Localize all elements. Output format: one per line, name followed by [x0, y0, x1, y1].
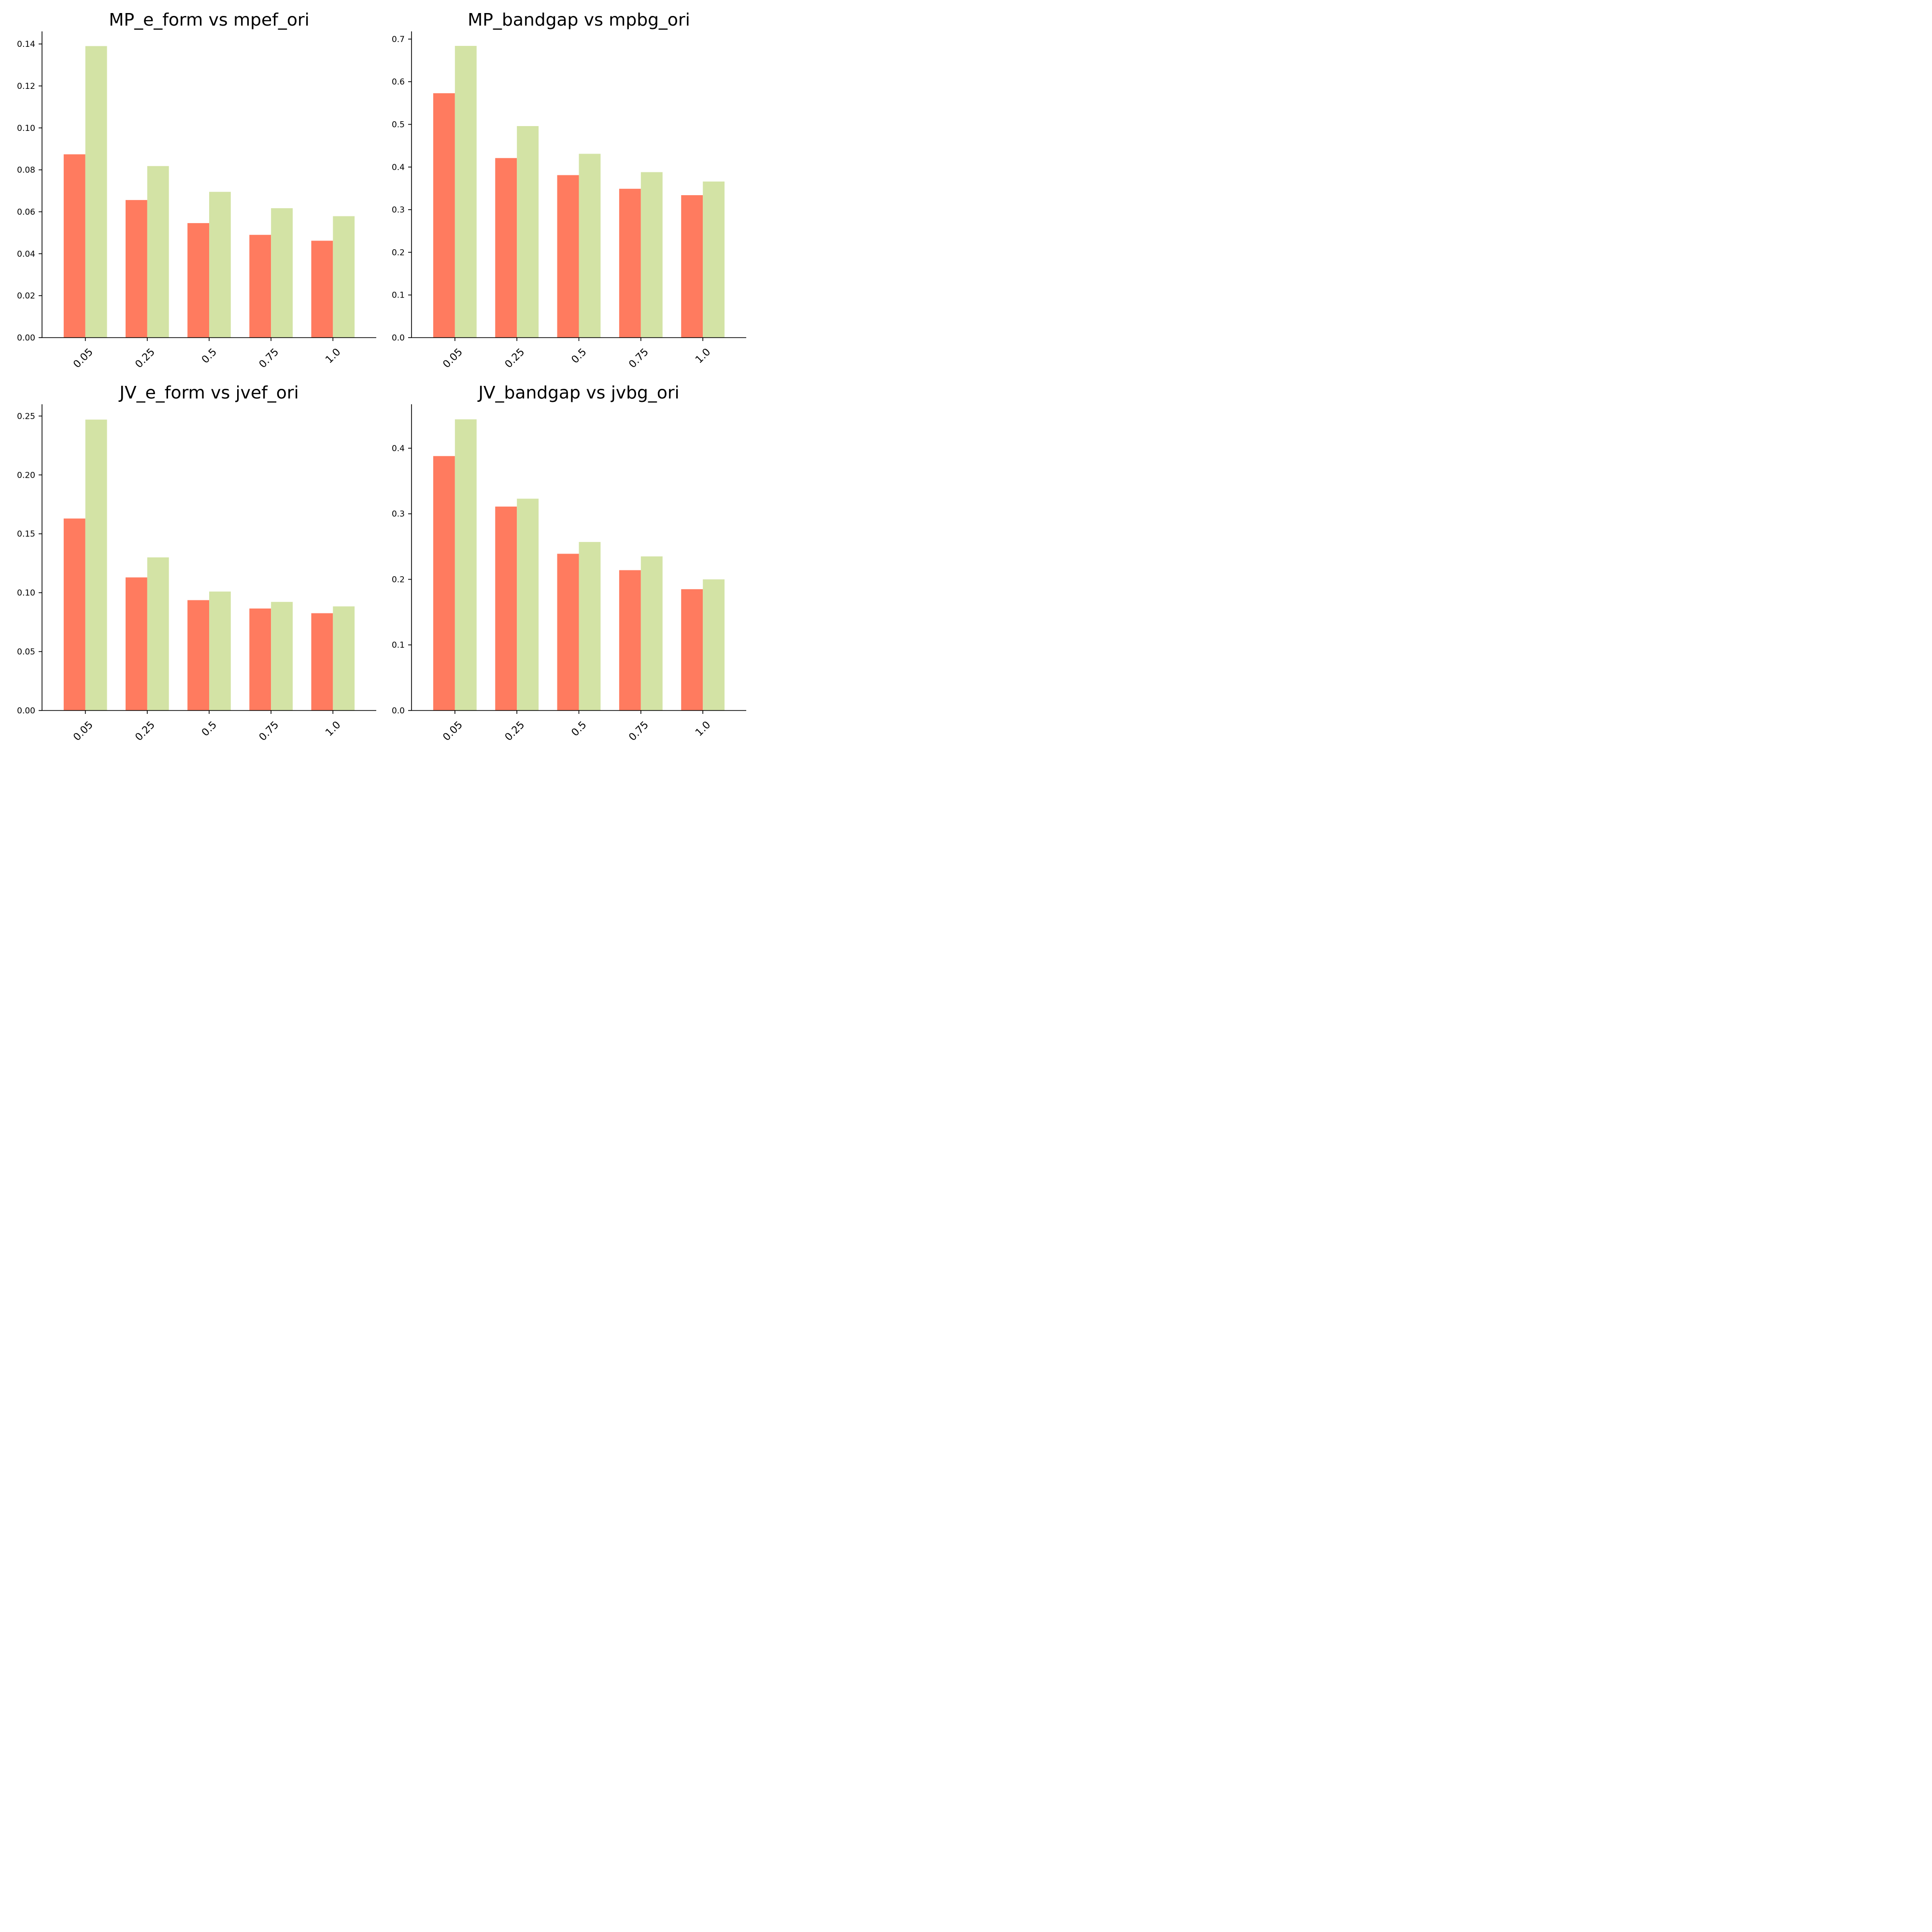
- bar-series-2-0.25: [147, 557, 169, 710]
- y-tick-label: 0.10: [17, 124, 35, 133]
- x-tick-label: 0.25: [133, 719, 157, 743]
- bar-series-1-0.75: [249, 235, 271, 338]
- x-tick-label: 0.75: [256, 346, 281, 370]
- bar-series-1-0.25: [495, 158, 517, 338]
- bar-series-2-0.25: [517, 498, 539, 710]
- bar-series-1-1.0: [681, 195, 703, 338]
- bar-series-2-0.05: [85, 419, 107, 710]
- figure: MP_e_form vs mpef_ori 0.00 0.02 0.04 0.06 0.0…: [17, 10, 746, 743]
- y-tick-label: 0.00: [17, 333, 35, 343]
- x-tick-label: 0.05: [440, 346, 465, 370]
- bar-series-1-0.75: [249, 608, 271, 710]
- x-tick-label: 0.05: [440, 719, 465, 743]
- chart-panel-3: JV_e_form vs jvef_ori 0.00 0.05 0.10 0.15 0.2…: [17, 383, 376, 743]
- bar-series-2-1.0: [703, 181, 725, 338]
- bar-series-1-0.25: [495, 506, 517, 710]
- y-tick-label: 0.0: [392, 333, 405, 343]
- bar-series-1-1.0: [681, 589, 703, 710]
- bar-series-2-0.5: [209, 591, 231, 710]
- y-tick-label: 0.04: [17, 249, 35, 259]
- bar-series-2-0.25: [147, 166, 169, 338]
- chart-title: JV_bandgap vs jvbg_ori: [477, 383, 679, 403]
- bar-series-1-0.25: [126, 577, 147, 710]
- y-tick-label: 0.20: [17, 470, 35, 480]
- bar-series-2-0.5: [209, 192, 231, 338]
- bar-series-2-0.75: [271, 602, 293, 710]
- y-tick-label: 0.06: [17, 207, 35, 217]
- y-tick-label: 0.2: [392, 575, 405, 584]
- x-tick-label: 0.75: [626, 719, 651, 743]
- y-tick-label: 0.7: [392, 35, 405, 44]
- chart-title: MP_e_form vs mpef_ori: [109, 10, 309, 30]
- bar-series-1-0.05: [433, 456, 455, 710]
- x-tick-label: 0.5: [199, 719, 219, 739]
- bar-series-2-0.5: [579, 542, 601, 710]
- chart-panel-2: MP_bandgap vs mpbg_ori 0.0 0.1 0.2 0.3 0.4 0.5…: [392, 10, 746, 370]
- y-tick-label: 0.10: [17, 588, 35, 598]
- y-tick-label: 0.00: [17, 706, 35, 716]
- x-tick-label: 0.5: [569, 346, 589, 366]
- y-tick-label: 0.5: [392, 120, 405, 129]
- bar-series-1-0.05: [63, 518, 85, 710]
- y-tick-label: 0.14: [17, 40, 35, 49]
- y-tick-label: 0.25: [17, 412, 35, 421]
- bar-series-2-0.05: [455, 419, 477, 710]
- bar-series-2-0.05: [85, 46, 107, 338]
- y-tick-label: 0.3: [392, 510, 405, 519]
- y-tick-label: 0.3: [392, 205, 405, 215]
- x-tick-label: 1.0: [693, 719, 713, 739]
- bar-series-2-0.5: [579, 154, 601, 338]
- y-tick-label: 0.15: [17, 529, 35, 539]
- bar-series-1-0.5: [187, 223, 209, 338]
- x-tick-label: 0.5: [569, 719, 589, 739]
- bar-series-1-0.5: [187, 600, 209, 710]
- y-tick-label: 0.4: [392, 444, 405, 454]
- chart-title: MP_bandgap vs mpbg_ori: [468, 10, 690, 30]
- bar-series-1-0.75: [619, 570, 641, 710]
- y-tick-label: 0.08: [17, 166, 35, 175]
- x-tick-label: 0.05: [71, 346, 95, 370]
- x-tick-label: 0.5: [199, 346, 219, 366]
- x-tick-label: 0.75: [626, 346, 651, 370]
- chart-panel-1: MP_e_form vs mpef_ori 0.00 0.02 0.04 0.06 0.0…: [17, 10, 376, 370]
- y-tick-label: 0.05: [17, 647, 35, 657]
- chart-panel-4: JV_bandgap vs jvbg_ori 0.0 0.1 0.2 0.3 0.4 0.0…: [392, 383, 746, 743]
- chart-title: JV_e_form vs jvef_ori: [118, 383, 298, 403]
- x-tick-label: 0.25: [502, 719, 526, 743]
- bar-series-2-0.75: [640, 556, 663, 710]
- x-tick-label: 0.25: [133, 346, 157, 370]
- y-tick-label: 0.0: [392, 706, 405, 716]
- bar-series-2-1.0: [333, 606, 355, 710]
- bar-series-1-1.0: [311, 613, 333, 710]
- bar-series-1-0.05: [63, 154, 85, 338]
- y-tick-label: 0.12: [17, 82, 35, 91]
- bar-series-2-0.75: [640, 172, 663, 338]
- y-tick-label: 0.1: [392, 640, 405, 650]
- bar-series-2-0.75: [271, 208, 293, 338]
- y-tick-label: 0.4: [392, 163, 405, 172]
- bar-series-2-0.25: [517, 126, 539, 338]
- bar-series-1-0.5: [557, 554, 579, 710]
- bar-series-1-0.5: [557, 175, 579, 338]
- y-tick-label: 0.02: [17, 291, 35, 301]
- bar-series-1-0.25: [126, 200, 147, 338]
- bar-series-2-1.0: [703, 579, 725, 710]
- x-tick-label: 0.05: [71, 719, 95, 743]
- x-tick-label: 1.0: [693, 346, 713, 366]
- bar-series-1-0.05: [433, 93, 455, 338]
- y-tick-label: 0.6: [392, 77, 405, 87]
- x-tick-label: 0.75: [256, 719, 281, 743]
- bar-series-1-1.0: [311, 241, 333, 338]
- bar-series-2-0.05: [455, 46, 477, 338]
- bar-series-2-1.0: [333, 216, 355, 338]
- x-tick-label: 1.0: [323, 346, 343, 366]
- x-tick-label: 0.25: [502, 346, 526, 370]
- bar-series-1-0.75: [619, 188, 641, 338]
- y-tick-label: 0.1: [392, 291, 405, 300]
- x-tick-label: 1.0: [323, 719, 343, 739]
- y-tick-label: 0.2: [392, 248, 405, 257]
